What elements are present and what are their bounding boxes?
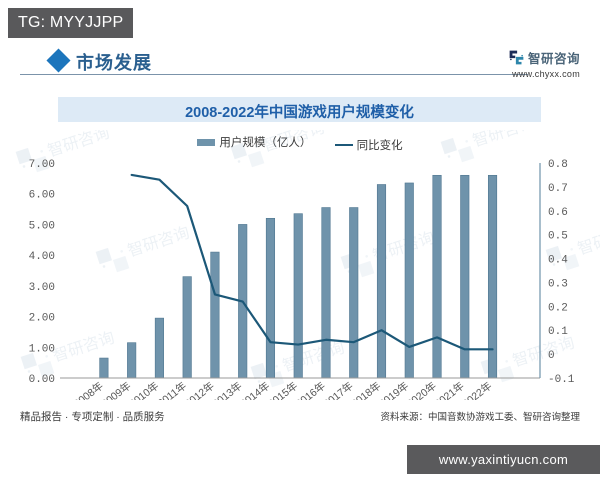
svg-text:0.00: 0.00 bbox=[29, 374, 55, 386]
svg-text:0.4: 0.4 bbox=[548, 255, 568, 267]
svg-text:0.8: 0.8 bbox=[548, 159, 568, 171]
svg-text:4.00: 4.00 bbox=[29, 251, 55, 263]
svg-text:0.6: 0.6 bbox=[548, 207, 568, 219]
svg-text:3.00: 3.00 bbox=[29, 282, 55, 294]
svg-text:6.00: 6.00 bbox=[29, 190, 55, 202]
svg-text:-0.1: -0.1 bbox=[548, 374, 575, 386]
svg-text:2008年: 2008年 bbox=[71, 379, 106, 400]
svg-text:0.1: 0.1 bbox=[548, 326, 568, 338]
svg-text:0: 0 bbox=[548, 350, 555, 362]
svg-text:0.5: 0.5 bbox=[548, 231, 568, 243]
svg-text:0.7: 0.7 bbox=[548, 183, 568, 195]
svg-text:1.00: 1.00 bbox=[29, 343, 55, 355]
svg-text:0.3: 0.3 bbox=[548, 278, 568, 290]
svg-text:0.2: 0.2 bbox=[548, 302, 568, 314]
svg-text:5.00: 5.00 bbox=[29, 220, 55, 232]
svg-text:2.00: 2.00 bbox=[29, 313, 55, 325]
svg-text:7.00: 7.00 bbox=[29, 159, 55, 171]
